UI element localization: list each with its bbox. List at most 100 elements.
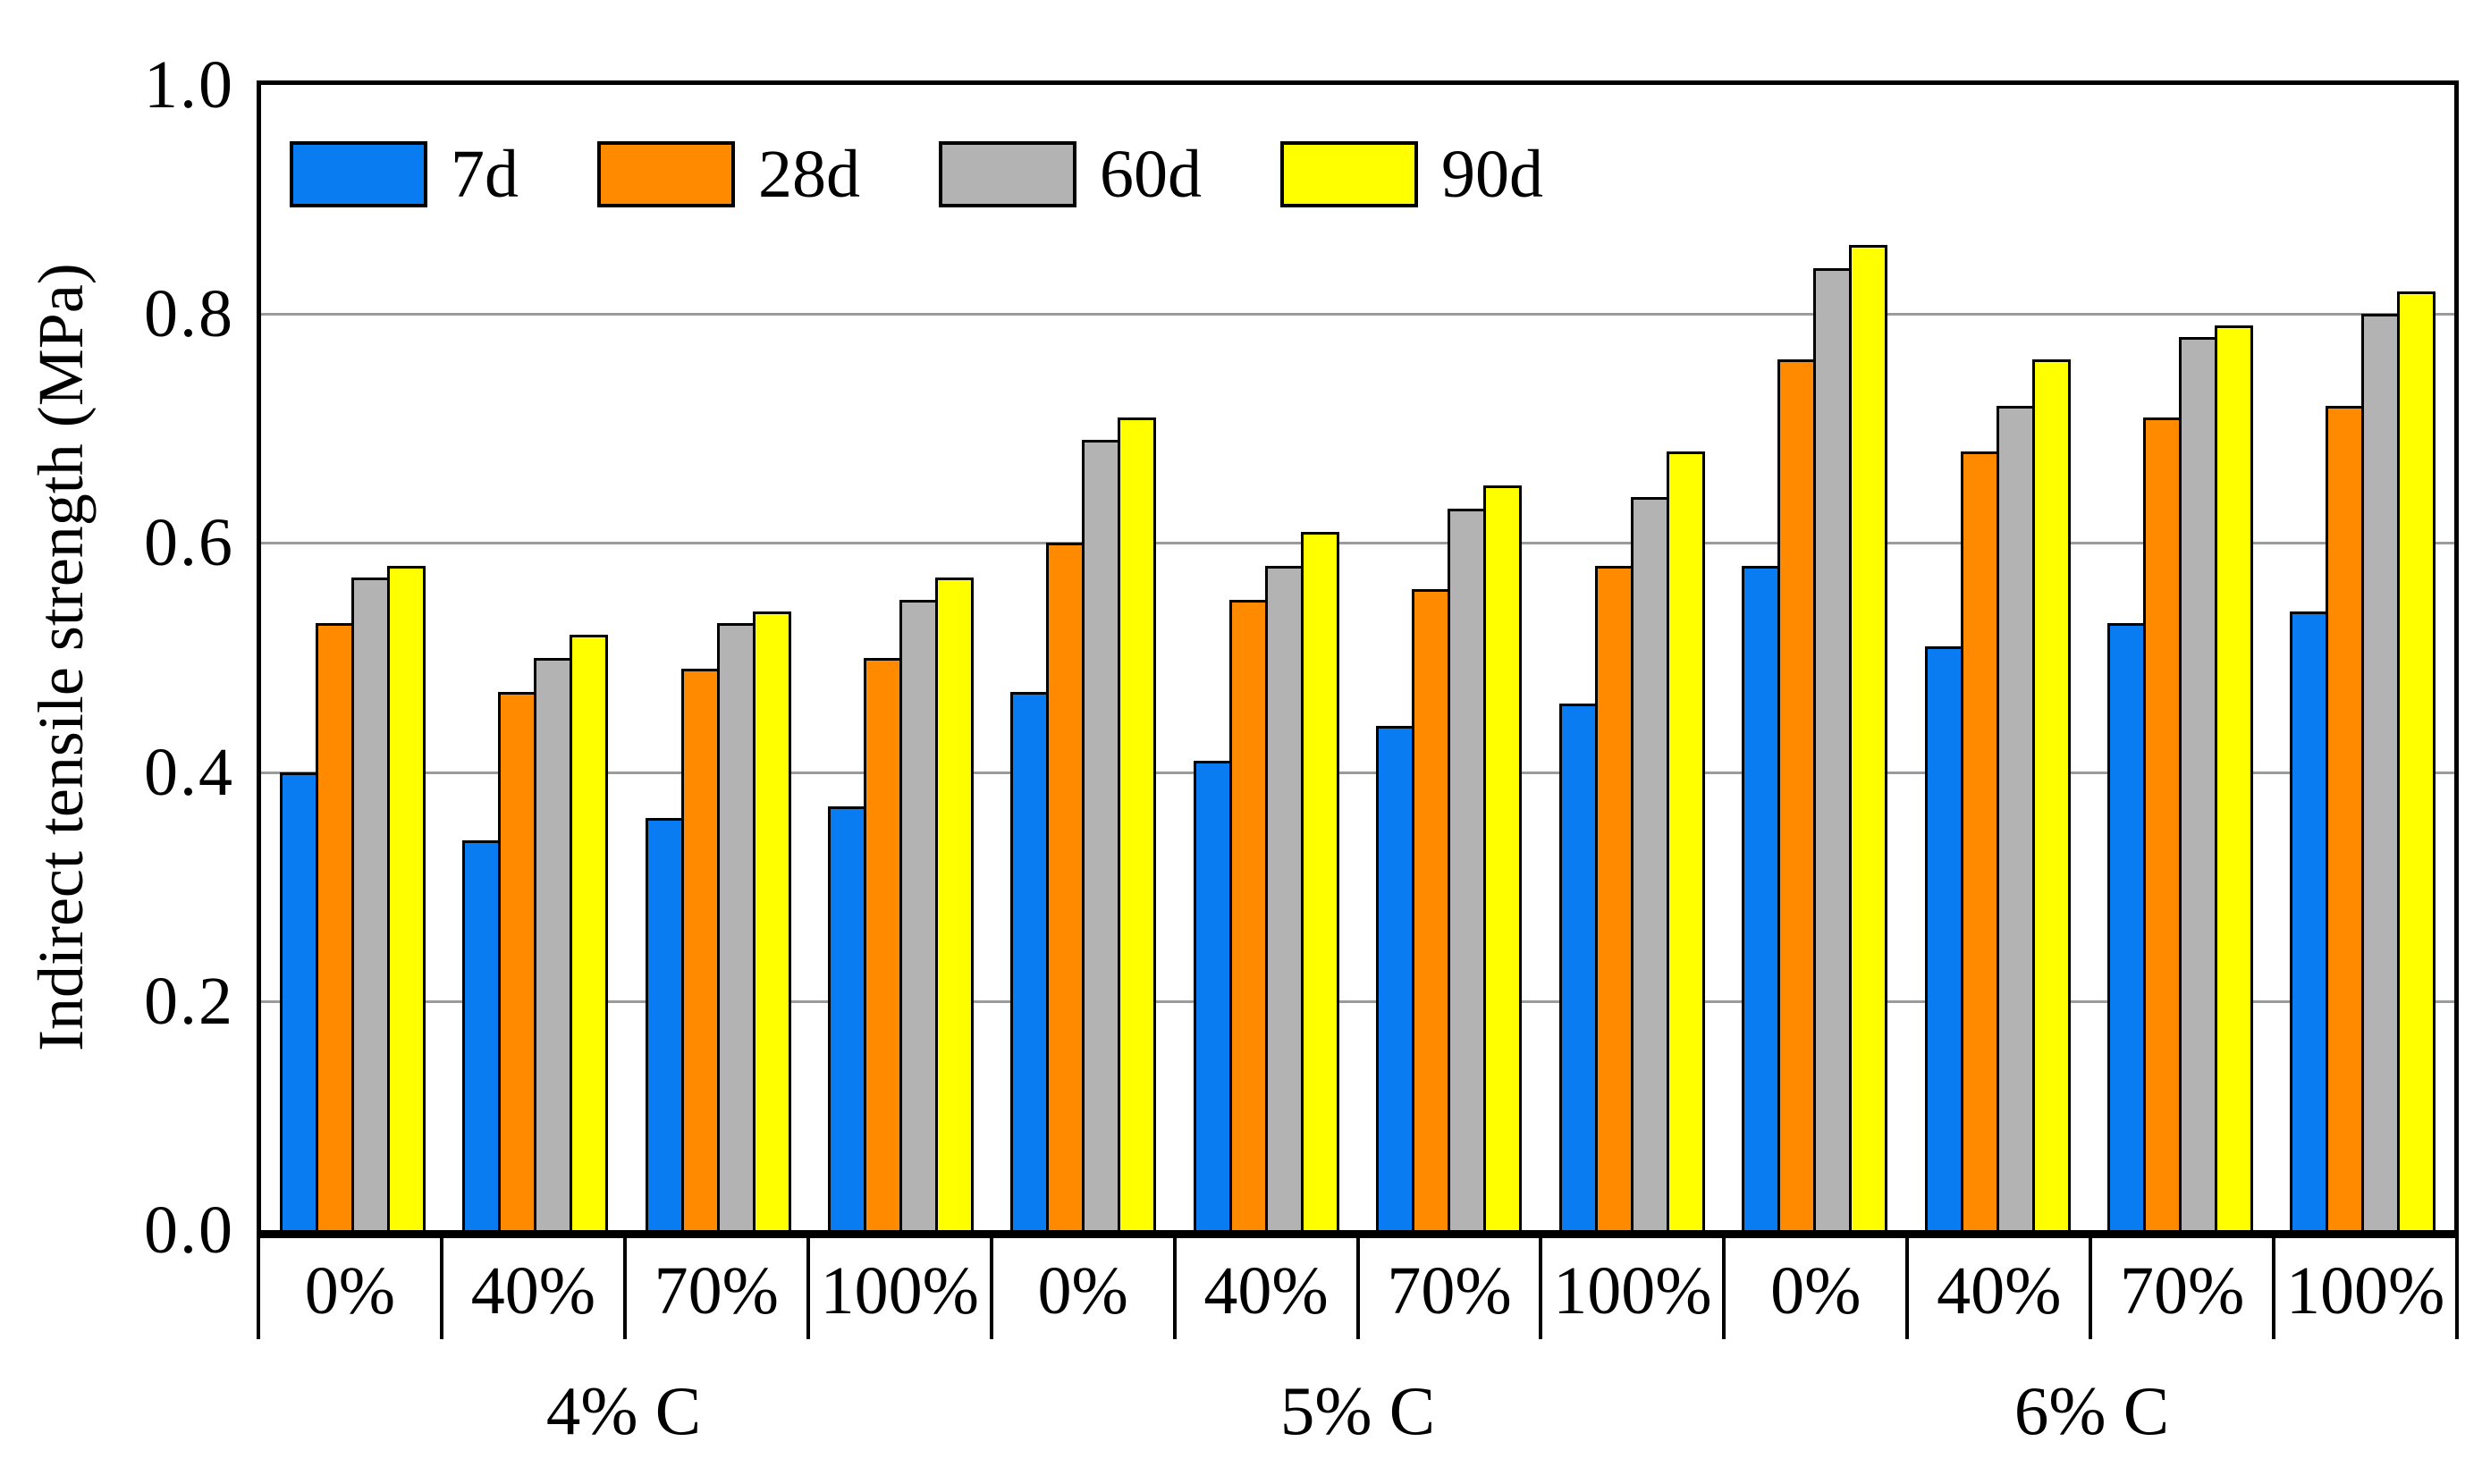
- bar-90d-70%-g3: [752, 611, 791, 1230]
- bar-28d-40%-g6: [1228, 600, 1268, 1230]
- bar-group-1: [261, 85, 443, 1230]
- x-group-label: 6% C: [2013, 1372, 2170, 1449]
- bar-60d-0%-g1: [350, 577, 390, 1230]
- bar-28d-70%-g11: [2142, 417, 2182, 1230]
- bar-60d-100%-g12: [2361, 314, 2401, 1230]
- x-category-label: 100%: [806, 1238, 990, 1339]
- bar-90d-0%-g5: [1118, 417, 1157, 1230]
- y-tick-label: 0.0: [144, 1193, 234, 1268]
- x-category-label: 70%: [622, 1238, 806, 1339]
- bar-7d-0%-g1: [279, 772, 318, 1230]
- legend-swatch-90d: [1280, 141, 1418, 207]
- y-tick-label: 0.8: [144, 276, 234, 352]
- plot-area: 7d 28d 60d 90d: [257, 80, 2459, 1238]
- legend-label: 90d: [1441, 137, 1543, 212]
- bar-60d-100%-g8: [1630, 497, 1669, 1230]
- x-category-label: 40%: [1172, 1238, 1356, 1339]
- bar-28d-70%-g7: [1412, 588, 1451, 1230]
- bar-28d-40%-g2: [498, 691, 537, 1230]
- x-category-label: 0%: [989, 1238, 1173, 1339]
- bar-group-6: [1175, 85, 1357, 1230]
- x-category-label: 70%: [2089, 1238, 2272, 1339]
- x-axis-category-band: 0% 40% 70% 100% 0% 40% 70% 100% 0% 40% 70% 100%: [257, 1238, 2460, 1339]
- x-category-label: 100%: [2272, 1238, 2460, 1339]
- bar-group-2: [443, 85, 626, 1230]
- x-axis-group-labels: 4% C 5% C 6% C: [257, 1366, 2459, 1455]
- bar-group-11: [2089, 85, 2271, 1230]
- bar-7d-100%-g12: [2290, 611, 2329, 1230]
- x-category-label: 0%: [257, 1238, 440, 1339]
- x-category-label: 40%: [439, 1238, 623, 1339]
- bar-90d-70%-g11: [2214, 325, 2253, 1230]
- x-category-label: 40%: [1905, 1238, 2089, 1339]
- bar-90d-100%-g4: [934, 577, 974, 1230]
- bar-60d-40%-g2: [534, 657, 573, 1230]
- legend-swatch-60d: [939, 141, 1076, 207]
- bar-7d-0%-g5: [1010, 691, 1050, 1230]
- bar-group-3: [627, 85, 809, 1230]
- legend-label: 7d: [451, 137, 519, 212]
- legend-swatch-7d: [290, 141, 427, 207]
- bar-7d-40%-g6: [1193, 760, 1232, 1230]
- bar-groups: [261, 85, 2454, 1230]
- y-tick-label: 0.2: [144, 963, 234, 1039]
- bar-60d-70%-g3: [716, 623, 756, 1230]
- bar-group-10: [1906, 85, 2089, 1230]
- bar-group-12: [2272, 85, 2454, 1230]
- legend-item-90d: 90d: [1280, 140, 1543, 208]
- bar-28d-40%-g10: [1960, 451, 1999, 1230]
- bar-group-7: [1358, 85, 1541, 1230]
- bar-7d-70%-g11: [2106, 623, 2146, 1230]
- x-group-label: 5% C: [1279, 1372, 1436, 1449]
- bar-28d-0%-g5: [1046, 543, 1085, 1230]
- gridline-0.8: [261, 313, 2454, 316]
- bar-90d-40%-g2: [570, 634, 609, 1230]
- bar-28d-0%-g1: [315, 623, 354, 1230]
- bar-7d-0%-g9: [1742, 566, 1781, 1230]
- bar-60d-70%-g7: [1448, 508, 1487, 1230]
- bar-28d-100%-g12: [2326, 405, 2365, 1230]
- y-tick-label: 0.6: [144, 505, 234, 581]
- x-category-label: 0%: [1722, 1238, 1905, 1339]
- y-tick-label: 0.4: [144, 734, 234, 810]
- legend-item-28d: 28d: [597, 140, 860, 208]
- gridline-0.2: [261, 999, 2454, 1003]
- bar-90d-0%-g1: [386, 566, 426, 1230]
- legend-item-7d: 7d: [290, 140, 519, 208]
- bar-90d-100%-g12: [2397, 291, 2436, 1230]
- x-category-label: 100%: [1539, 1238, 1722, 1339]
- bar-90d-100%-g8: [1666, 451, 1705, 1230]
- bar-group-5: [992, 85, 1175, 1230]
- bar-group-4: [809, 85, 992, 1230]
- legend-swatch-28d: [597, 141, 735, 207]
- bar-28d-0%-g9: [1777, 359, 1817, 1230]
- bar-7d-100%-g4: [827, 806, 866, 1230]
- bar-60d-0%-g9: [1813, 267, 1853, 1230]
- bar-7d-70%-g3: [645, 817, 684, 1230]
- bar-group-9: [1723, 85, 1905, 1230]
- bar-90d-0%-g9: [1849, 245, 1888, 1230]
- bar-7d-70%-g7: [1376, 726, 1415, 1230]
- bar-28d-70%-g3: [680, 669, 720, 1230]
- x-group-label: 4% C: [545, 1372, 702, 1449]
- legend: 7d 28d 60d 90d: [290, 140, 1543, 208]
- bar-7d-40%-g10: [1924, 645, 1963, 1230]
- gridline-0.4: [261, 771, 2454, 774]
- bar-28d-100%-g4: [863, 657, 902, 1230]
- bar-7d-100%-g8: [1558, 703, 1598, 1230]
- bar-90d-40%-g10: [2031, 359, 2071, 1230]
- legend-label: 60d: [1100, 137, 1202, 212]
- bar-60d-40%-g10: [1996, 405, 2035, 1230]
- legend-label: 28d: [758, 137, 860, 212]
- bar-60d-40%-g6: [1264, 566, 1304, 1230]
- x-category-label: 70%: [1355, 1238, 1540, 1339]
- bar-60d-70%-g11: [2178, 336, 2217, 1230]
- y-axis-title: Indirect tensile strength (MPa): [25, 263, 97, 1052]
- bar-60d-100%-g4: [899, 600, 938, 1230]
- bar-group-8: [1541, 85, 1723, 1230]
- bar-28d-100%-g8: [1594, 566, 1634, 1230]
- bar-90d-70%-g7: [1483, 485, 1523, 1230]
- y-tick-label: 1.0: [144, 47, 234, 122]
- gridline-0.6: [261, 542, 2454, 545]
